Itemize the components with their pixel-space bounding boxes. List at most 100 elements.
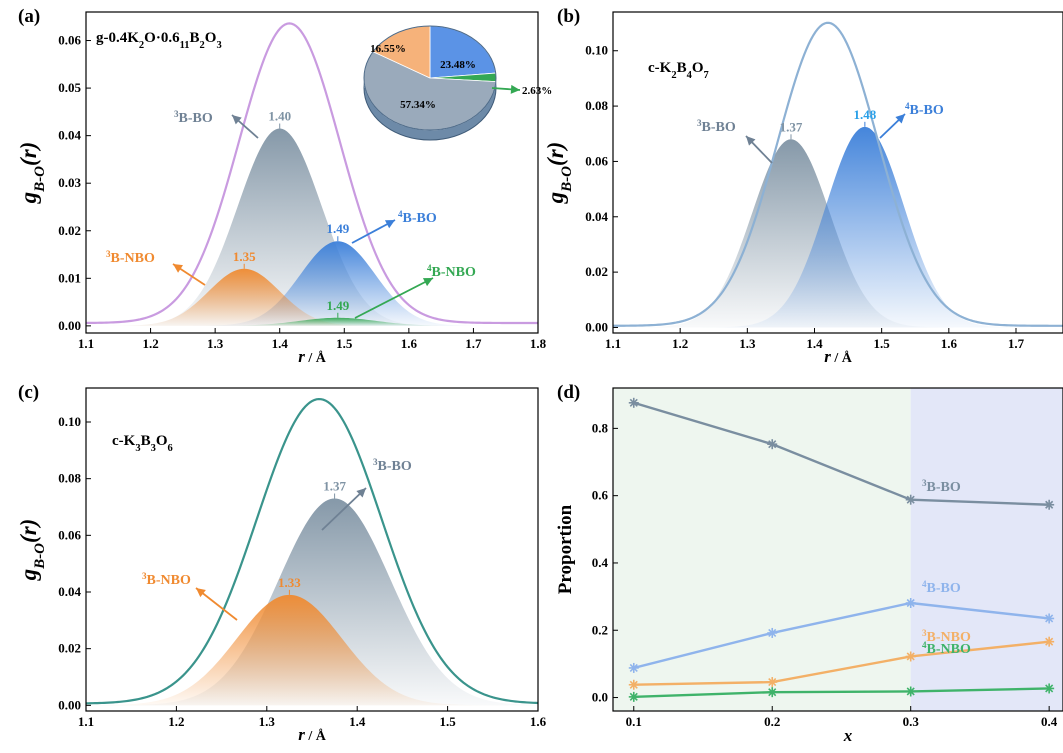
x-tick-label: 1.5 [874, 336, 891, 351]
data-point [767, 627, 778, 638]
peak-label: 1.35 [233, 249, 256, 264]
series-label: 4B-NBO [922, 640, 971, 657]
x-tick-label: 0.1 [626, 714, 642, 729]
series-label: 4B-BO [905, 101, 944, 118]
series-label: 4B-BO [398, 209, 437, 226]
x-tick-label: 1.3 [739, 336, 756, 351]
x-tick-label: 0.2 [764, 714, 780, 729]
panel-label: (c) [18, 382, 39, 403]
x-tick-label: 0.3 [903, 714, 920, 729]
peak-label: 1.37 [780, 119, 803, 134]
y-tick-label: 0.06 [58, 33, 81, 48]
y-axis-title: gB-O(r) [543, 142, 575, 205]
pie-slice-label: 57.34% [400, 99, 436, 111]
plot-frame [85, 11, 539, 334]
pie-arrow-head [510, 84, 520, 94]
panel-a: 1.40 1.49 1.35 1.49 1.1 1.2 1.3 1.4 1.5 1.6 1.7 1.8… [16, 6, 552, 366]
data-point [767, 687, 778, 698]
x-tick-label: 1.4 [806, 336, 823, 351]
data-point [905, 494, 916, 505]
series-line [633, 401, 1050, 506]
series-label: 3B-NBO [106, 249, 155, 266]
y-axis-title: Proportion [555, 504, 576, 594]
y-tick-label: 0.02 [585, 264, 608, 279]
y-tick-label: 0.10 [585, 43, 608, 58]
pie-slice-label: 2.63% [522, 85, 552, 97]
composition-label: c-K3B3O6 [112, 433, 173, 454]
series-label: 3B-BO [373, 457, 412, 474]
data-point [905, 597, 916, 608]
data-point [767, 439, 778, 450]
data-point [1044, 499, 1055, 510]
y-tick-label: 0.10 [58, 414, 81, 429]
panel-b: 1.37 1.48 1.1 1.2 1.3 1.4 1.5 1.6 1.7 0.00 0.02 0.0… [543, 6, 1063, 366]
peak-label: 1.48 [853, 107, 876, 122]
panel-label: (a) [18, 6, 40, 27]
plot-frame [612, 11, 1063, 334]
x-tick-label: 1.5 [336, 336, 353, 351]
y-tick-label: 0.04 [58, 128, 81, 143]
plot-frame [85, 387, 539, 712]
total-rdf-line [86, 22, 538, 325]
x-tick-label: 1.4 [272, 336, 289, 351]
total-rdf-line [613, 21, 1063, 327]
peak-label: 1.49 [326, 298, 349, 313]
x-tick-label: 1.1 [78, 336, 94, 351]
x-axis-title: r / Å [824, 347, 853, 366]
panel-d: 0.1 0.2 0.3 0.4 0.0 0.2 0.4 0.6 0.8 x Proportion (d… [555, 382, 1063, 745]
pie-inset: 57.34% 23.48% 16.55% 2.63% [363, 25, 552, 141]
x-tick-label: 1.7 [1008, 336, 1025, 351]
area-b-bo-3 [86, 498, 538, 706]
y-tick-label: 0.2 [592, 622, 608, 637]
peak-label: 1.33 [278, 575, 301, 590]
y-tick-label: 0.04 [58, 584, 81, 599]
y-tick-label: 0.00 [58, 697, 81, 712]
peak-label: 1.49 [326, 221, 349, 236]
x-axis-title: x [843, 726, 853, 745]
arrow-nbo3-head [173, 264, 183, 273]
x-axis-title: r / Å [298, 725, 327, 744]
arrow-nbo3-head [196, 588, 206, 598]
pie-rim [363, 25, 497, 131]
arrow-bo3-head [356, 488, 366, 498]
arrow-bo4-head [895, 114, 905, 124]
series-label: 3B-BO [922, 478, 961, 495]
peak-label: 1.40 [268, 109, 291, 124]
pie-slice-label: 23.48% [440, 59, 476, 71]
series-label: 3B-NBO [922, 628, 971, 645]
data-point [905, 651, 916, 662]
composition-label: g-0.4K2O·0.611B2O3 [96, 30, 222, 51]
arrow-bo3-head [746, 136, 756, 146]
plot-frame [612, 387, 1063, 712]
y-tick-label: 0.00 [585, 319, 608, 334]
pie-slice-label: 16.55% [370, 43, 406, 55]
x-tick-label: 1.4 [349, 714, 366, 729]
arrow-bo3-head [232, 115, 242, 125]
area-b-nbo-3 [86, 594, 538, 706]
y-tick-label: 0.01 [58, 270, 81, 285]
y-tick-label: 0.6 [592, 488, 609, 503]
y-tick-label: 0.0 [592, 690, 608, 705]
x-tick-label: 1.6 [941, 336, 958, 351]
y-tick-label: 0.05 [58, 80, 81, 95]
arrow-nbo4-head [422, 278, 433, 287]
plot-area [613, 21, 1063, 328]
data-point [628, 662, 639, 673]
y-tick-label: 0.04 [585, 209, 608, 224]
panel-c: 1.37 1.33 1.1 1.2 1.3 1.4 1.5 1.6 0.00 0.02 0.04 0.… [16, 382, 547, 744]
x-tick-label: 1.2 [142, 336, 158, 351]
x-tick-label: 1.5 [439, 714, 456, 729]
area-b-nbo-4 [86, 317, 538, 326]
series-line [633, 640, 1050, 686]
composition-label: c-K2B4O7 [648, 60, 709, 81]
y-tick-label: 0.02 [58, 641, 81, 656]
x-tick-label: 1.2 [168, 714, 184, 729]
data-point [1044, 683, 1055, 694]
x-tick-label: 1.1 [78, 714, 94, 729]
arrow-bo3 [321, 487, 367, 531]
y-tick-label: 0.03 [58, 175, 81, 190]
y-tick-label: 0.08 [58, 471, 81, 486]
shaded-region [910, 388, 1063, 711]
series-label: 3B-BO [174, 109, 213, 126]
area-b-nbo-3 [86, 268, 538, 326]
